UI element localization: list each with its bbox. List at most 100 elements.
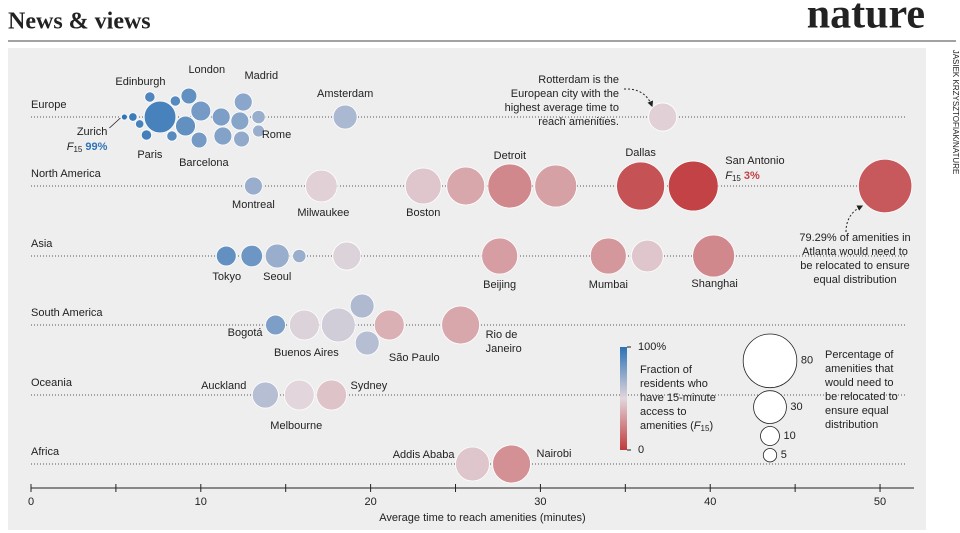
- city-label: Auckland: [201, 380, 246, 392]
- annotation: equal distribution: [813, 274, 896, 286]
- size-legend-circle: [760, 426, 780, 446]
- bubble: [631, 239, 664, 273]
- arrow: [845, 205, 864, 233]
- logo: nature: [807, 0, 925, 38]
- bubble: [244, 176, 263, 196]
- city-label: Shanghai: [691, 278, 738, 290]
- bubble: [332, 104, 358, 130]
- bubble: [140, 129, 153, 141]
- color-tick-label: 100%: [638, 341, 666, 353]
- city-label: Seoul: [263, 271, 291, 283]
- city-label: São Paulo: [389, 352, 440, 364]
- city-label: Beijing: [483, 279, 516, 291]
- size-legend-circle: [753, 390, 787, 424]
- f15-letter: F: [725, 170, 733, 182]
- f15-label: F15 99%: [67, 141, 108, 154]
- bubble: [316, 379, 347, 411]
- city-label: Amsterdam: [317, 88, 373, 100]
- annotation: 79.29% of amenities in: [799, 232, 910, 244]
- region-label: South America: [31, 307, 103, 319]
- size-legend-title: Percentage of: [825, 349, 894, 361]
- city-label: Dallas: [625, 147, 656, 159]
- bubble: [616, 161, 666, 211]
- city-label: Edinburgh: [115, 76, 165, 88]
- f15-subscript: 15: [701, 424, 710, 433]
- city-label: Rio de: [486, 329, 518, 341]
- bubble: [305, 169, 338, 203]
- bubble: [264, 243, 290, 269]
- bubble: [667, 160, 719, 212]
- color-legend-title: amenities (F15): [640, 420, 713, 433]
- bubble: [190, 100, 212, 122]
- bubble: [211, 107, 231, 127]
- bubble: [230, 111, 250, 131]
- bubble: [213, 126, 233, 146]
- city-label: Boston: [406, 207, 440, 219]
- city-label: Montreal: [232, 199, 275, 211]
- city-label: Sydney: [351, 380, 388, 392]
- bubble: [446, 166, 486, 206]
- bubble: [534, 164, 578, 208]
- x-tick-label: 50: [874, 496, 886, 508]
- city-label: Rome: [262, 129, 291, 141]
- annotation: be relocated to ensure: [800, 260, 909, 272]
- bubble: [354, 330, 380, 356]
- title-part: ): [709, 420, 713, 432]
- x-tick-label: 0: [28, 496, 34, 508]
- region-label: Asia: [31, 238, 53, 250]
- city-label: Janeiro: [486, 343, 522, 355]
- x-tick-label: 40: [704, 496, 716, 508]
- color-legend-title: residents who: [640, 378, 708, 390]
- size-legend-title: ensure equal: [825, 405, 889, 417]
- city-label: Addis Ababa: [393, 449, 456, 461]
- size-legend-title: would need to: [824, 377, 894, 389]
- f15-value: 3%: [744, 170, 760, 182]
- bubble: [404, 167, 442, 205]
- bubble: [320, 307, 356, 343]
- x-tick-label: 10: [195, 496, 207, 508]
- size-legend-title: distribution: [825, 419, 878, 431]
- bubble: [349, 293, 375, 319]
- bubble: [288, 309, 320, 341]
- region-label: Oceania: [31, 377, 73, 389]
- bubble: [166, 130, 178, 142]
- color-legend-title: access to: [640, 406, 686, 418]
- bubble: [441, 305, 480, 345]
- region-label: Europe: [31, 99, 66, 111]
- size-legend-circle: [762, 448, 778, 463]
- bubble: [481, 237, 519, 275]
- annotation: highest average time to: [505, 102, 619, 114]
- bubble: [233, 92, 253, 112]
- bubble: [190, 131, 208, 149]
- bubble: [692, 234, 736, 278]
- city-label: Zurich: [77, 126, 108, 138]
- size-legend-label: 5: [781, 449, 787, 461]
- city-label: Milwaukee: [297, 207, 349, 219]
- annotation: reach amenities.: [538, 116, 619, 128]
- city-label: Paris: [137, 149, 163, 161]
- leader: [109, 117, 121, 129]
- city-label: Nairobi: [537, 448, 572, 460]
- bubble: [233, 130, 250, 148]
- annotation: Atlanta would need to: [802, 246, 908, 258]
- bubble: [143, 100, 177, 134]
- bubble: [128, 112, 138, 122]
- bubble: [492, 444, 531, 484]
- f15-subscript: 15: [732, 174, 741, 183]
- bubble: [292, 248, 307, 264]
- annotation: Rotterdam is the: [538, 74, 619, 86]
- city-label: Buenos Aires: [274, 347, 339, 359]
- size-legend-title: be relocated to: [825, 391, 898, 403]
- bubble: [144, 91, 156, 103]
- title-part: amenities (: [640, 420, 694, 432]
- annotation: European city with the: [511, 88, 619, 100]
- size-legend-title: amenities that: [825, 363, 893, 375]
- city-label: Tokyo: [212, 271, 241, 283]
- f15-letter: F: [694, 420, 702, 432]
- bubble: [251, 109, 266, 125]
- bubble: [240, 244, 263, 268]
- city-label: Detroit: [494, 150, 526, 162]
- region-label: North America: [31, 168, 102, 180]
